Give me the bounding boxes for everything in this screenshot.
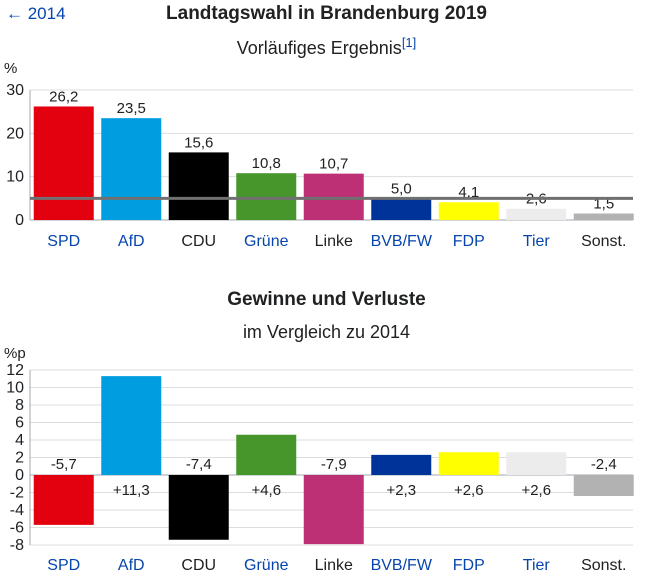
chart2-bar-bvbfw: [371, 454, 432, 475]
chart1-bar-cdu: [168, 152, 229, 220]
chart2-bar-tier: [506, 452, 567, 475]
chart1-y-tick-label: 20: [6, 125, 24, 142]
chart1-bar-grne: [236, 173, 297, 220]
chart2-y-tick-label: 8: [15, 397, 24, 414]
chart2-y-tick-label: 2: [15, 450, 24, 467]
chart2-category-label: CDU: [181, 557, 216, 574]
chart2-category-label[interactable]: Tier: [523, 557, 551, 574]
chart1-category-label: CDU: [181, 233, 216, 250]
chart1-bar-linke: [303, 173, 364, 220]
chart2-y-tick-label: 4: [15, 432, 24, 449]
chart2-y-tick-label: 6: [15, 415, 24, 432]
chart2-bar-grne: [236, 434, 297, 475]
chart2-bar-fdp: [438, 452, 499, 475]
chart2-bar-spd: [33, 475, 94, 525]
footnote-link[interactable]: [1]: [401, 35, 417, 50]
chart1-subtitle-text: Vorläufiges Ergebnis: [236, 38, 402, 58]
chart2-bar-afd: [101, 376, 162, 475]
chart2-unit-label: %p: [4, 345, 26, 362]
chart1-category-label[interactable]: Grüne: [244, 233, 289, 250]
chart1-y-tick-label: 0: [15, 212, 24, 229]
chart2-title: Gewinne und Verluste: [227, 289, 426, 310]
chart1-category-label[interactable]: Tier: [523, 233, 551, 250]
chart2-value-label: +2,3: [386, 482, 416, 499]
chart2-value-label: -5,7: [51, 456, 77, 473]
chart1-category-label[interactable]: AfD: [118, 233, 145, 250]
chart2-value-label: +2,6: [454, 482, 484, 499]
chart2-value-label: +2,6: [521, 482, 551, 499]
chart2-value-label: +4,6: [251, 482, 281, 499]
chart2-bar-sonst: [573, 475, 634, 496]
chart2-y-tick-label: -6: [10, 520, 24, 537]
chart2-y-tick-label: 10: [6, 380, 24, 397]
chart2-category-label[interactable]: Grüne: [244, 557, 289, 574]
chart2-value-label: -7,9: [321, 456, 347, 473]
chart1-subtitle: Vorläufiges Ergebnis[1]: [0, 35, 653, 59]
chart2-y-tick-label: -4: [10, 502, 24, 519]
chart1-category-label: Linke: [315, 233, 353, 250]
back-link-2014[interactable]: ← 2014: [6, 4, 66, 23]
chart1-title: Landtagswahl in Brandenburg 2019: [166, 3, 487, 24]
chart1-value-label: 26,2: [49, 88, 78, 105]
chart1-y-tick-label: 30: [6, 82, 24, 99]
chart2-bar-cdu: [168, 475, 229, 540]
chart2-value-label: -2,4: [591, 456, 617, 473]
chart2-category-label[interactable]: FDP: [453, 557, 485, 574]
chart2-y-tick-label: 0: [15, 467, 24, 484]
chart1-bar-sonst: [573, 213, 634, 220]
chart2-category-label[interactable]: AfD: [118, 557, 145, 574]
chart2-y-tick-label: -2: [10, 485, 24, 502]
chart1-category-label[interactable]: FDP: [453, 233, 485, 250]
chart2-category-label[interactable]: BVB/FW: [371, 557, 433, 574]
chart2-category-label: Sonst.: [581, 557, 626, 574]
chart1-value-label: 5,0: [391, 180, 412, 197]
chart1-value-label: 10,7: [319, 156, 348, 173]
chart1-bar-afd: [101, 118, 162, 220]
chart1-unit-label: %: [4, 60, 17, 77]
chart2-value-label: -7,4: [186, 456, 212, 473]
chart1-category-label: Sonst.: [581, 233, 626, 250]
chart1-category-label[interactable]: BVB/FW: [371, 233, 433, 250]
chart1-bar-fdp: [438, 202, 499, 220]
chart1-value-label: 23,5: [117, 100, 146, 117]
chart1-y-tick-label: 10: [6, 169, 24, 186]
chart1-value-label: 10,8: [252, 155, 281, 172]
chart2-y-tick-label: -8: [10, 537, 24, 554]
chart2-value-label: +11,3: [113, 482, 150, 499]
chart1-category-label[interactable]: SPD: [47, 233, 80, 250]
chart1-value-label: 15,6: [184, 134, 213, 151]
chart2-category-label: Linke: [315, 557, 353, 574]
chart2-category-label[interactable]: SPD: [47, 557, 80, 574]
chart2-y-tick-label: 12: [6, 362, 24, 379]
chart2-bar-linke: [303, 475, 364, 545]
chart2-subtitle: im Vergleich zu 2014: [242, 322, 411, 342]
chart1-bar-tier: [506, 208, 567, 220]
chart1-bar-spd: [33, 106, 94, 220]
chart1-bar-bvbfw: [371, 198, 432, 220]
